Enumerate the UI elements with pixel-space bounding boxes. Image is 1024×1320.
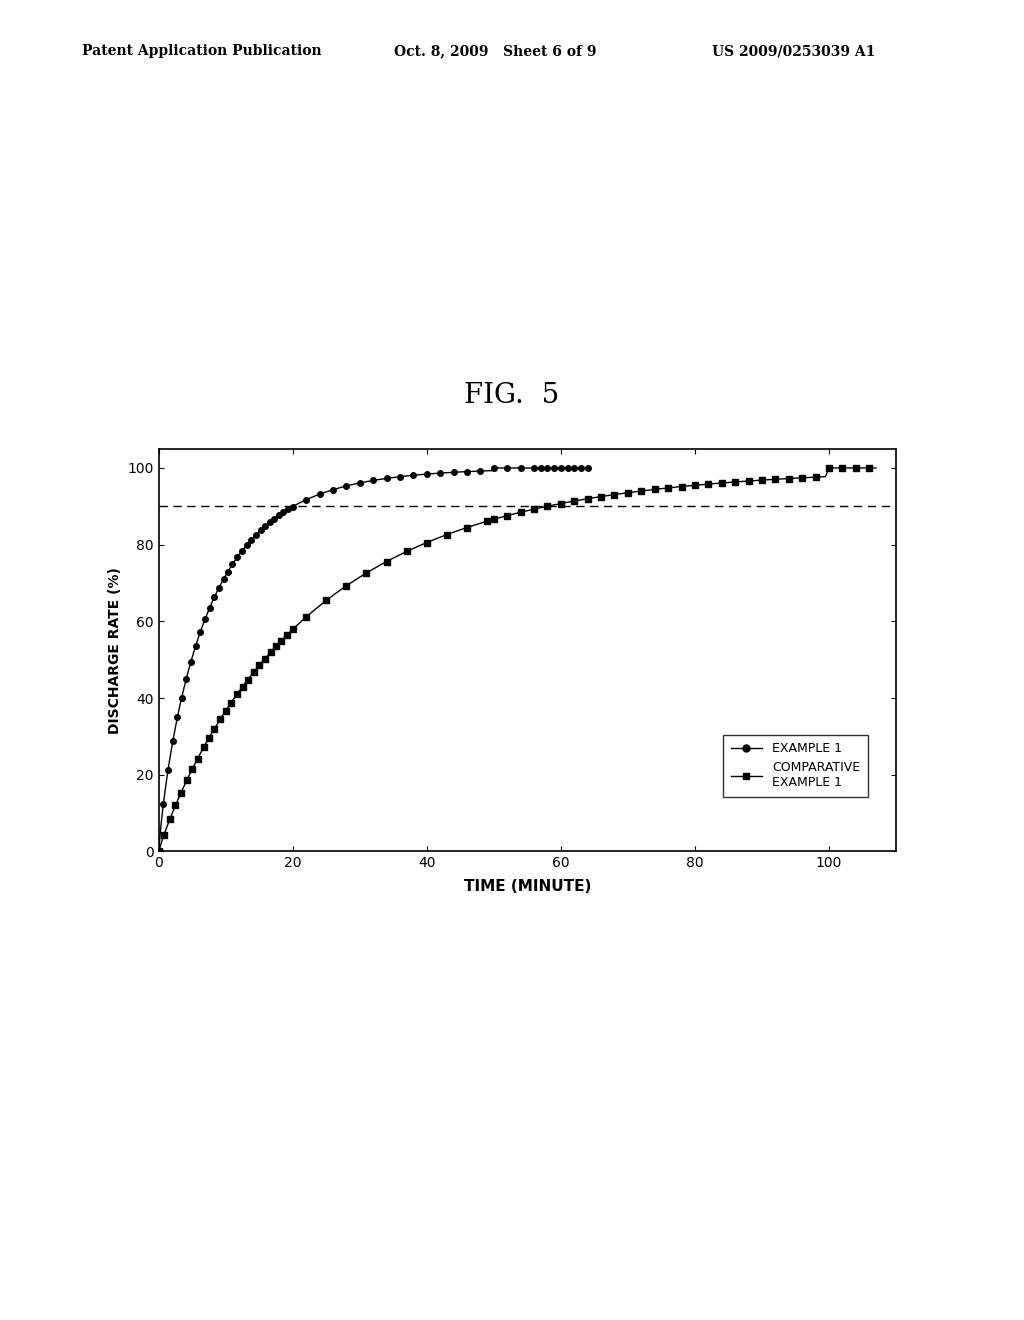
Text: FIG.  5: FIG. 5 — [464, 381, 560, 409]
Text: Oct. 8, 2009   Sheet 6 of 9: Oct. 8, 2009 Sheet 6 of 9 — [394, 45, 597, 58]
Text: Patent Application Publication: Patent Application Publication — [82, 45, 322, 58]
Text: US 2009/0253039 A1: US 2009/0253039 A1 — [712, 45, 876, 58]
X-axis label: TIME (MINUTE): TIME (MINUTE) — [464, 879, 591, 894]
Legend: EXAMPLE 1, COMPARATIVE
EXAMPLE 1: EXAMPLE 1, COMPARATIVE EXAMPLE 1 — [723, 735, 867, 797]
Y-axis label: DISCHARGE RATE (%): DISCHARGE RATE (%) — [108, 566, 122, 734]
